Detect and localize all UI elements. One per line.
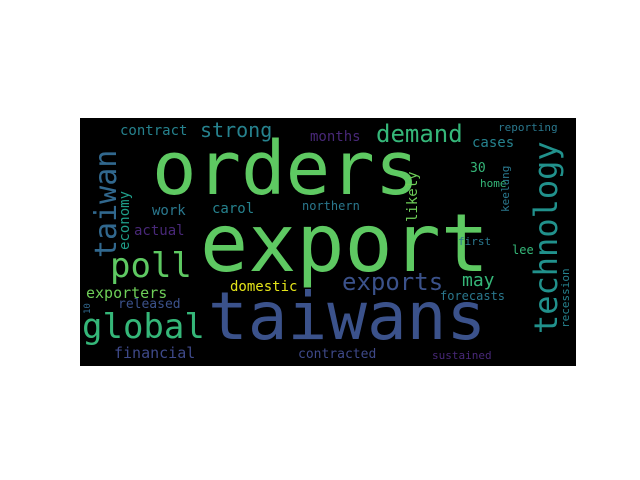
word-exporters: exporters [86, 284, 168, 302]
word-northern: northern [302, 199, 360, 213]
word-home: home [480, 177, 507, 190]
word-economy: economy [117, 190, 133, 250]
word-demand: demand [376, 120, 463, 148]
word-10: 10 [83, 303, 93, 314]
word-reporting: reporting [498, 121, 558, 134]
word-domestic: domestic [230, 279, 298, 295]
word-likely: likely [405, 171, 421, 222]
word-keelung: keelung [499, 165, 512, 212]
word-recession: recession [559, 268, 572, 328]
word-global: global [82, 307, 205, 347]
word-forecasts: forecasts [440, 289, 506, 303]
word-contracted: contracted [298, 347, 377, 362]
word-taiwans: taiwans [208, 278, 487, 355]
word-30: 30 [470, 161, 486, 176]
word-orders: orders [152, 126, 420, 212]
word-financial: financial [114, 344, 196, 362]
word-months: months [310, 129, 361, 145]
word-may: may [462, 270, 495, 291]
word-released: released [118, 297, 181, 312]
word-technology: technology [527, 141, 565, 334]
word-first: first [458, 235, 492, 248]
word-poll: poll [110, 246, 192, 286]
word-lee: lee [512, 243, 534, 257]
word-sustained: sustained [432, 349, 492, 362]
word-strong: strong [200, 118, 273, 142]
word-actual: actual [134, 223, 185, 239]
word-contract: contract [120, 123, 188, 139]
word-cases: cases [472, 135, 515, 151]
word-cloud: orders export taiwans poll global taiwan… [80, 118, 576, 366]
word-export: export [200, 197, 489, 290]
word-work: work [152, 203, 186, 219]
word-carol: carol [212, 201, 255, 217]
word-exports: exports [342, 268, 444, 296]
